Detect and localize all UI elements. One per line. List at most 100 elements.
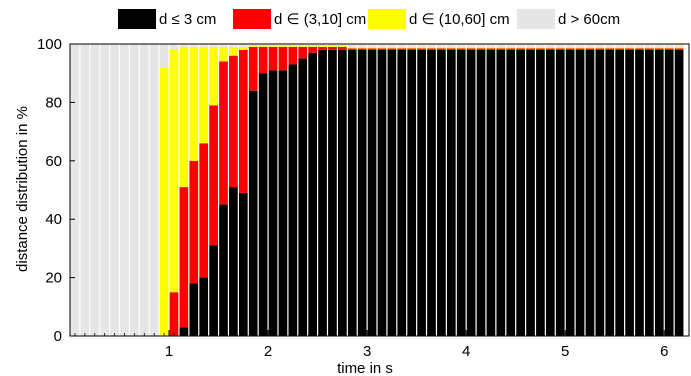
bar-b10_60-24 [308, 45, 317, 47]
bar-le3-24 [308, 52, 317, 336]
bar-le3-47 [536, 49, 545, 337]
bar-le3-35 [417, 49, 426, 337]
bar-b10_60-20 [268, 45, 278, 47]
bar-b10_60-31 [377, 46, 387, 49]
bar-le3-14 [209, 245, 218, 336]
bar-b10_60-48 [545, 46, 555, 49]
bar-gt60-40 [466, 44, 476, 47]
bar-gt60-39 [456, 44, 466, 47]
legend-swatch-b10_60 [368, 9, 406, 29]
bar-gt60-36 [427, 44, 436, 47]
bar-b3_10-49 [555, 48, 565, 50]
bar-gt60-10 [169, 44, 179, 50]
bar-b10_60-41 [476, 46, 486, 49]
bar-gt60-61 [674, 44, 684, 47]
y-tick-label-0: 0 [54, 328, 62, 345]
bar-b10_60-39 [456, 46, 466, 49]
bar-b10_60-36 [427, 46, 436, 49]
bar-b10_60-9 [159, 67, 169, 337]
bar-b3_10-51 [575, 48, 585, 50]
bar-b3_10-39 [456, 48, 466, 50]
bar-gt60-5 [120, 44, 129, 336]
bar-b3_10-29 [357, 48, 367, 50]
bar-b10_60-34 [407, 46, 417, 49]
bar-b10_60-17 [238, 46, 248, 50]
bar-b10_60-59 [654, 46, 664, 49]
bar-gt60-16 [229, 44, 238, 47]
bar-b10_60-16 [229, 46, 238, 56]
bar-b3_10-22 [288, 46, 298, 65]
bar-le3-33 [397, 49, 407, 337]
bar-b3_10-17 [238, 49, 248, 193]
bar-b10_60-32 [387, 46, 397, 49]
bar-b3_10-52 [585, 48, 595, 50]
bar-le3-17 [238, 192, 248, 336]
bar-b3_10-24 [308, 46, 317, 53]
bar-b3_10-61 [674, 48, 684, 50]
bar-gt60-15 [219, 44, 228, 47]
bar-b3_10-40 [466, 48, 476, 50]
bar-gt60-6 [130, 44, 139, 336]
bar-b3_10-34 [407, 48, 417, 50]
bar-gt60-48 [545, 44, 555, 47]
bar-le3-43 [496, 49, 506, 337]
bar-b10_60-18 [248, 45, 258, 47]
legend-label-b10_60: d ∈ (10,60] cm [409, 11, 510, 28]
bar-b3_10-41 [476, 48, 486, 50]
bar-b10_60-61 [674, 46, 684, 49]
bar-le3-36 [427, 49, 436, 337]
bar-b3_10-58 [645, 48, 654, 50]
bar-b3_10-20 [268, 46, 278, 71]
bar-gt60-20 [268, 44, 278, 46]
bar-b10_60-54 [605, 46, 615, 49]
bar-le3-60 [664, 49, 674, 337]
bar-le3-59 [654, 49, 664, 337]
bar-b3_10-56 [625, 48, 634, 50]
bar-b10_60-60 [664, 46, 674, 49]
x-tick-label-3: 3 [363, 343, 371, 360]
bar-b3_10-48 [545, 48, 555, 50]
bar-le3-61 [674, 49, 684, 337]
bar-gt60-11 [179, 44, 189, 47]
bar-gt60-49 [555, 44, 565, 47]
bar-b3_10-16 [229, 55, 238, 188]
bar-le3-53 [595, 49, 605, 337]
bar-b3_10-31 [377, 48, 387, 50]
bar-b10_60-12 [189, 46, 199, 161]
bar-b10_60-44 [506, 46, 516, 49]
bar-b3_10-44 [506, 48, 516, 50]
bar-b3_10-47 [536, 48, 545, 50]
bar-b10_60-53 [595, 46, 605, 49]
bar-b3_10-45 [516, 48, 525, 50]
bar-le3-13 [199, 277, 209, 336]
bar-b3_10-33 [397, 48, 407, 50]
bar-b3_10-19 [258, 46, 268, 74]
bar-gt60-13 [199, 44, 209, 47]
bar-b10_60-22 [288, 45, 298, 47]
bar-le3-44 [506, 49, 516, 337]
bar-b10_60-46 [526, 46, 535, 49]
bar-b3_10-23 [298, 46, 308, 59]
x-tick-label-5: 5 [561, 343, 569, 360]
bar-b10_60-33 [397, 46, 407, 49]
bar-le3-34 [407, 49, 417, 337]
bar-b3_10-43 [496, 48, 506, 50]
bar-gt60-55 [615, 44, 625, 47]
bar-le3-26 [328, 49, 337, 337]
bar-gt60-7 [139, 44, 149, 336]
bar-b10_60-21 [278, 45, 288, 47]
x-tick-label-1: 1 [165, 343, 173, 360]
bar-b3_10-50 [565, 48, 575, 50]
bar-le3-16 [229, 187, 238, 336]
bar-b10_60-49 [555, 46, 565, 49]
x-axis-label: time in s [337, 360, 393, 376]
bar-le3-54 [605, 49, 615, 337]
bar-gt60-8 [149, 44, 159, 336]
bar-gt60-56 [625, 44, 634, 47]
bar-gt60-54 [605, 44, 615, 47]
bar-b3_10-54 [605, 48, 615, 50]
bar-le3-28 [347, 49, 357, 337]
bar-b10_60-38 [446, 46, 456, 49]
bar-gt60-28 [347, 44, 357, 47]
bar-gt60-18 [248, 44, 258, 46]
